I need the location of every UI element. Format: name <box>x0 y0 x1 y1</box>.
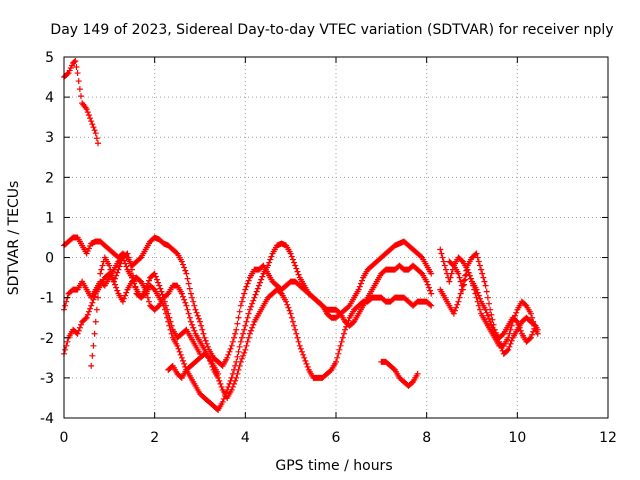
chart-title: Day 149 of 2023, Sidereal Day-to-day VTE… <box>50 22 613 38</box>
series-early-high <box>61 58 101 147</box>
chart-grid <box>64 57 608 418</box>
data-point-markers <box>378 358 421 389</box>
y-tick-label: 0 <box>45 251 54 267</box>
series-track-f <box>378 358 421 389</box>
data-point-markers <box>446 254 539 345</box>
x-tick-label: 2 <box>150 430 159 446</box>
y-tick-label: 4 <box>45 90 54 106</box>
series-track-e <box>165 350 222 381</box>
x-tick-label: 4 <box>241 430 250 446</box>
y-tick-label: 1 <box>45 210 54 226</box>
data-point-markers <box>61 58 101 147</box>
chart-series <box>61 58 541 413</box>
y-tick-label: -4 <box>40 411 54 427</box>
y-tick-label: 3 <box>45 130 54 146</box>
y-tick-label: 2 <box>45 170 54 186</box>
data-point-markers <box>165 350 222 381</box>
y-tick-label: -1 <box>40 291 54 307</box>
y-axis-label: SDTVAR / TECUs <box>6 181 22 296</box>
x-tick-label: 0 <box>60 430 69 446</box>
x-tick-label: 6 <box>332 430 341 446</box>
y-tick-label: 5 <box>45 50 54 66</box>
x-tick-label: 10 <box>508 430 526 446</box>
series-track-d <box>88 250 203 369</box>
y-tick-label: -3 <box>40 371 54 387</box>
data-point-markers <box>88 250 203 369</box>
data-point-markers <box>437 250 541 357</box>
y-tick-label: -2 <box>40 331 54 347</box>
x-tick-label: 12 <box>599 430 617 446</box>
series-track-h <box>437 250 541 357</box>
x-axis-label: GPS time / hours <box>275 458 392 474</box>
series-track-i <box>446 254 539 345</box>
x-tick-label: 8 <box>422 430 431 446</box>
data-point-markers <box>61 234 435 369</box>
series-track-a <box>61 234 435 369</box>
